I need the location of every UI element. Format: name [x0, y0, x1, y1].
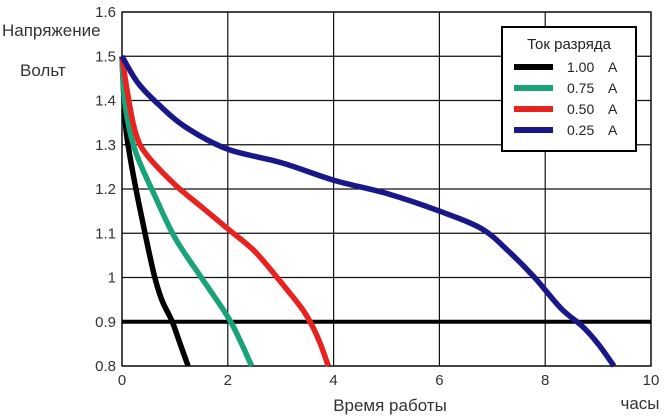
y-tick-label: 1.6	[95, 4, 116, 21]
y-tick-label: 1.5	[95, 48, 116, 65]
legend-unit: A	[608, 122, 618, 138]
legend: Ток разряда 1.00 A 0.75 A 0.50 A 0.25 A	[501, 26, 637, 152]
y-tick-label: 0.8	[95, 358, 116, 375]
x-tick-label: 6	[435, 372, 443, 389]
y-tick-labels: 0.8 0.9 1 1.1 1.2 1.3 1.4 1.5 1.6	[95, 4, 116, 375]
y-tick-label: 0.9	[95, 314, 116, 331]
legend-label: 0.75	[567, 80, 594, 96]
legend-label: 0.50	[567, 101, 594, 117]
x-tick-label: 8	[541, 372, 549, 389]
legend-unit: A	[608, 80, 618, 96]
plot-border	[121, 11, 652, 367]
series-lines	[119, 54, 617, 368]
legend-unit: A	[608, 101, 618, 117]
legend-items: 1.00 A 0.75 A 0.50 A 0.25 A	[514, 59, 618, 138]
plot-frame	[121, 11, 652, 367]
x-tick-labels: 0 2 4 6 8 10	[118, 372, 660, 389]
x-tick-label: 4	[329, 372, 337, 389]
y-tick-label: 1.2	[95, 181, 116, 198]
y-tick-label: 1.4	[95, 93, 116, 110]
y-axis-title-line2: Вольт	[20, 61, 66, 80]
x-axis-unit: часы	[620, 394, 659, 413]
legend-title: Ток разряда	[527, 36, 612, 53]
legend-label: 1.00	[567, 59, 594, 75]
y-tick-label: 1.1	[95, 225, 116, 242]
series-line-0-75	[119, 56, 255, 368]
y-axis-title-line1: Напряжение	[2, 21, 101, 40]
x-tick-label: 0	[118, 372, 126, 389]
series-line-0-50	[119, 55, 331, 367]
legend-label: 0.25	[567, 122, 594, 138]
y-tick-label: 1	[108, 270, 116, 287]
x-tick-label: 2	[224, 372, 232, 389]
y-tick-label: 1.3	[95, 137, 116, 154]
series-line-0-25	[119, 54, 617, 368]
x-axis-title: Время работы	[333, 396, 447, 415]
legend-unit: A	[608, 59, 618, 75]
x-tick-label: 10	[643, 372, 660, 389]
